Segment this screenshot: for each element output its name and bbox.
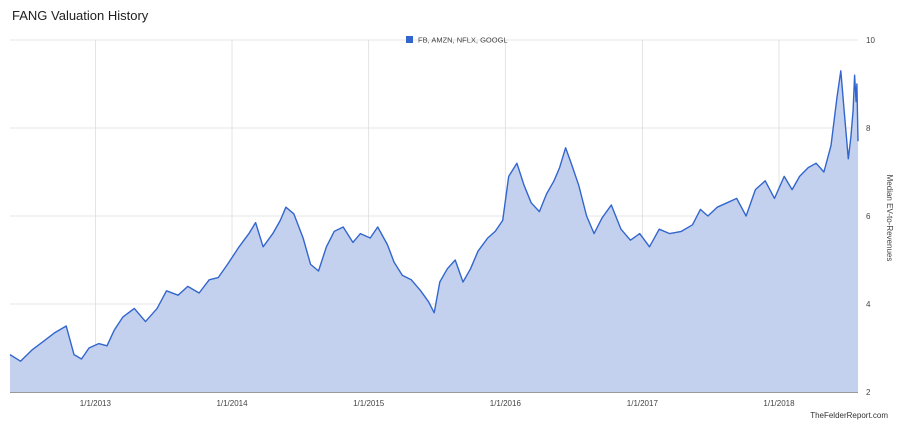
y-axis-ticks: 2 4 6 8 10 xyxy=(866,36,875,397)
y-tick-label: 4 xyxy=(866,300,871,309)
x-tick-label: 1/1/2014 xyxy=(216,399,248,408)
y-axis-label: Median EV-to-Revenues xyxy=(885,175,894,262)
x-tick-label: 1/1/2013 xyxy=(80,399,112,408)
x-axis-ticks: 1/1/2013 1/1/2014 1/1/2015 1/1/2016 1/1/2017… xyxy=(80,399,795,408)
legend[interactable]: FB, AMZN, NFLX, GOOGL xyxy=(406,36,508,45)
y-tick-label: 6 xyxy=(866,212,871,221)
y-tick-label: 2 xyxy=(866,388,871,397)
x-tick-label: 1/1/2017 xyxy=(627,399,659,408)
series-line xyxy=(9,70,859,362)
chart-title: FANG Valuation History xyxy=(12,8,149,23)
legend-swatch xyxy=(406,36,413,43)
y-tick-label: 8 xyxy=(866,124,871,133)
y-tick-label: 10 xyxy=(866,36,875,45)
legend-label: FB, AMZN, NFLX, GOOGL xyxy=(418,36,508,45)
x-tick-label: 1/1/2016 xyxy=(490,399,522,408)
x-tick-label: 1/1/2015 xyxy=(353,399,385,408)
x-tick-label: 1/1/2018 xyxy=(763,399,795,408)
series-area-fill xyxy=(10,70,858,393)
source-credit: TheFelderReport.com xyxy=(810,411,888,420)
